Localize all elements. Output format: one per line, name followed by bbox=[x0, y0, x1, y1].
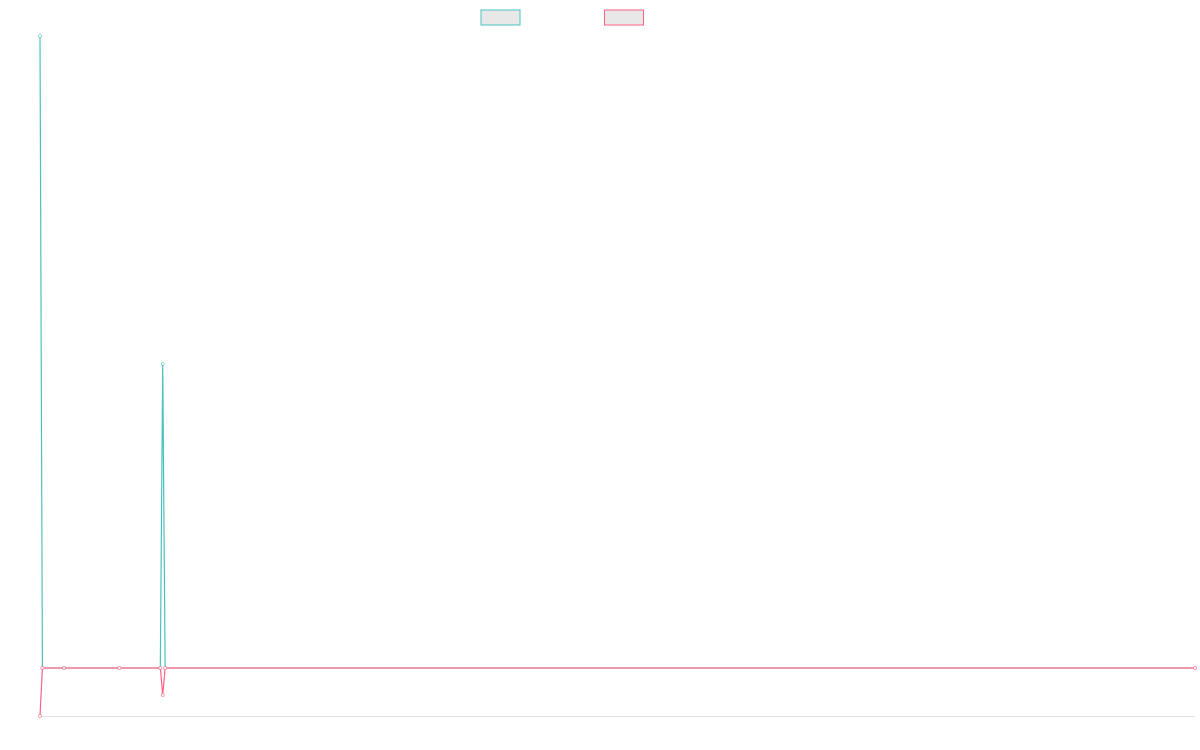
point bbox=[160, 362, 165, 366]
series-line bbox=[39, 35, 1195, 669]
point bbox=[160, 693, 165, 697]
point bbox=[38, 714, 42, 718]
point bbox=[1193, 666, 1197, 670]
point bbox=[163, 666, 167, 670]
point bbox=[40, 666, 45, 670]
point bbox=[158, 666, 163, 670]
point bbox=[62, 666, 66, 670]
series-line bbox=[39, 667, 1195, 717]
point bbox=[38, 34, 42, 38]
point bbox=[117, 666, 122, 670]
legend-swatch[interactable] bbox=[604, 9, 644, 26]
legend-swatch[interactable] bbox=[480, 9, 521, 26]
